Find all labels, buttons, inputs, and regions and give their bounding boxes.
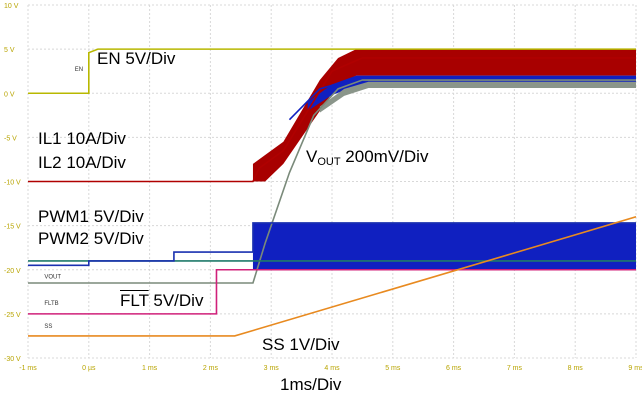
il1-annotation: IL1 10A/Div bbox=[38, 129, 126, 148]
series-line-ss bbox=[28, 216, 637, 337]
trace-tags: EN VOUT FLTB SS bbox=[44, 67, 83, 330]
series-line-vout bbox=[28, 79, 636, 284]
vout-v: V bbox=[306, 147, 318, 166]
pwm-switching-band bbox=[252, 222, 636, 270]
pwm2-annotation: PWM2 5V/Div bbox=[38, 229, 144, 248]
series-line-en bbox=[28, 48, 636, 95]
trace-tag: EN bbox=[75, 67, 83, 73]
y-tick-label: 0 V bbox=[4, 91, 15, 98]
trace-lines bbox=[28, 48, 637, 337]
x-tick-label: 9 ms bbox=[628, 365, 642, 372]
x-tick-label: 0 µs bbox=[82, 365, 96, 372]
x-tick-label: 5 ms bbox=[385, 365, 401, 372]
y-tick-label: -25 V bbox=[4, 312, 21, 319]
x-tick-label: 8 ms bbox=[568, 365, 584, 372]
x-tick-label: 1 ms bbox=[142, 365, 158, 372]
vout-subscript: OUT bbox=[317, 156, 341, 168]
vout-scale: 200mV/Div bbox=[340, 147, 429, 166]
ss-annotation: SS 1V/Div bbox=[262, 335, 340, 354]
x-tick-label: 6 ms bbox=[446, 365, 462, 372]
flt-annotation: FLT 5V/Div bbox=[120, 292, 203, 309]
y-tick-labels: 10 V 5 V 0 V -5 V -10 V -15 V -20 V -25 V -30 V bbox=[4, 3, 21, 363]
y-tick-label: -15 V bbox=[4, 224, 21, 231]
trace-tag: VOUT bbox=[44, 275, 61, 281]
y-tick-label: -30 V bbox=[4, 356, 21, 363]
x-tick-label: 4 ms bbox=[324, 365, 340, 372]
trace-tag: FLTB bbox=[44, 301, 58, 307]
x-tick-label: 3 ms bbox=[264, 365, 280, 372]
series-line-pwm2 bbox=[28, 222, 636, 267]
y-tick-label: 5 V bbox=[4, 47, 15, 54]
x-tick-label: -1 ms bbox=[19, 365, 37, 372]
trace-tag: SS bbox=[44, 324, 52, 330]
x-tick-label: 2 ms bbox=[203, 365, 219, 372]
flt-scale: 5V/Div bbox=[148, 291, 204, 310]
en-annotation: EN 5V/Div bbox=[97, 49, 176, 68]
y-tick-label: -5 V bbox=[4, 135, 17, 142]
switching-bursts bbox=[252, 49, 636, 270]
il2-annotation: IL2 10A/Div bbox=[38, 153, 126, 172]
vout-annotation: VOUT 200mV/Div bbox=[306, 148, 428, 168]
vout-ripple-envelope bbox=[319, 81, 636, 113]
y-tick-label: -10 V bbox=[4, 180, 21, 187]
y-tick-label: 10 V bbox=[4, 3, 19, 10]
y-tick-label: -20 V bbox=[4, 268, 21, 275]
series-line-flt bbox=[28, 268, 636, 315]
timebase-label: 1ms/Div bbox=[280, 375, 342, 394]
flt-overbar-label: FLT bbox=[120, 291, 149, 310]
x-tick-label: 7 ms bbox=[507, 365, 523, 372]
pwm1-annotation: PWM1 5V/Div bbox=[38, 207, 144, 226]
x-tick-labels: -1 ms 0 µs 1 ms 2 ms 3 ms 4 ms 5 ms 6 ms 7 ms 8 m… bbox=[19, 365, 642, 372]
series-line-il1 bbox=[28, 57, 636, 183]
